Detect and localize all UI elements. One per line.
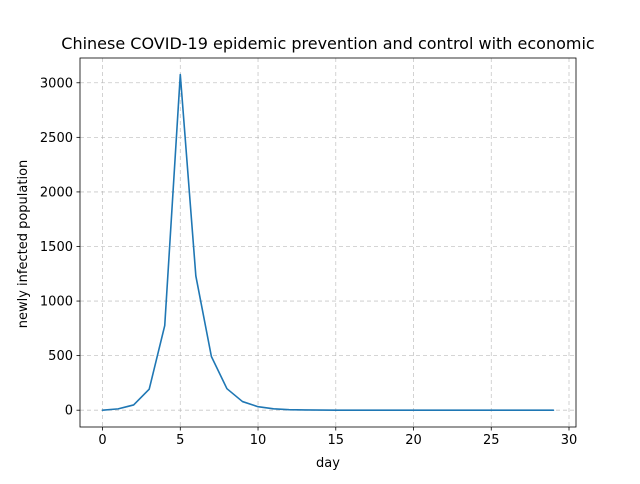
x-tick-label: 10 <box>250 433 267 448</box>
x-tick-label: 15 <box>328 433 345 448</box>
x-tick-label: 5 <box>176 433 184 448</box>
x-tick-label: 20 <box>405 433 422 448</box>
y-tick-label: 1500 <box>40 240 73 255</box>
x-tick-label: 25 <box>483 433 500 448</box>
y-tick-label: 0 <box>65 404 73 419</box>
x-tick-label: 0 <box>98 433 106 448</box>
y-tick-label: 2000 <box>40 185 73 200</box>
y-tick-label: 1000 <box>40 295 73 310</box>
chart-title: Chinese COVID-19 epidemic prevention and… <box>61 34 594 53</box>
y-tick-label: 3000 <box>40 76 73 91</box>
y-tick-label: 500 <box>48 349 73 364</box>
y-tick-label: 2500 <box>40 131 73 146</box>
y-axis-label: newly infected population <box>16 160 31 329</box>
x-tick-label: 30 <box>561 433 578 448</box>
x-axis-label: day <box>316 456 340 471</box>
